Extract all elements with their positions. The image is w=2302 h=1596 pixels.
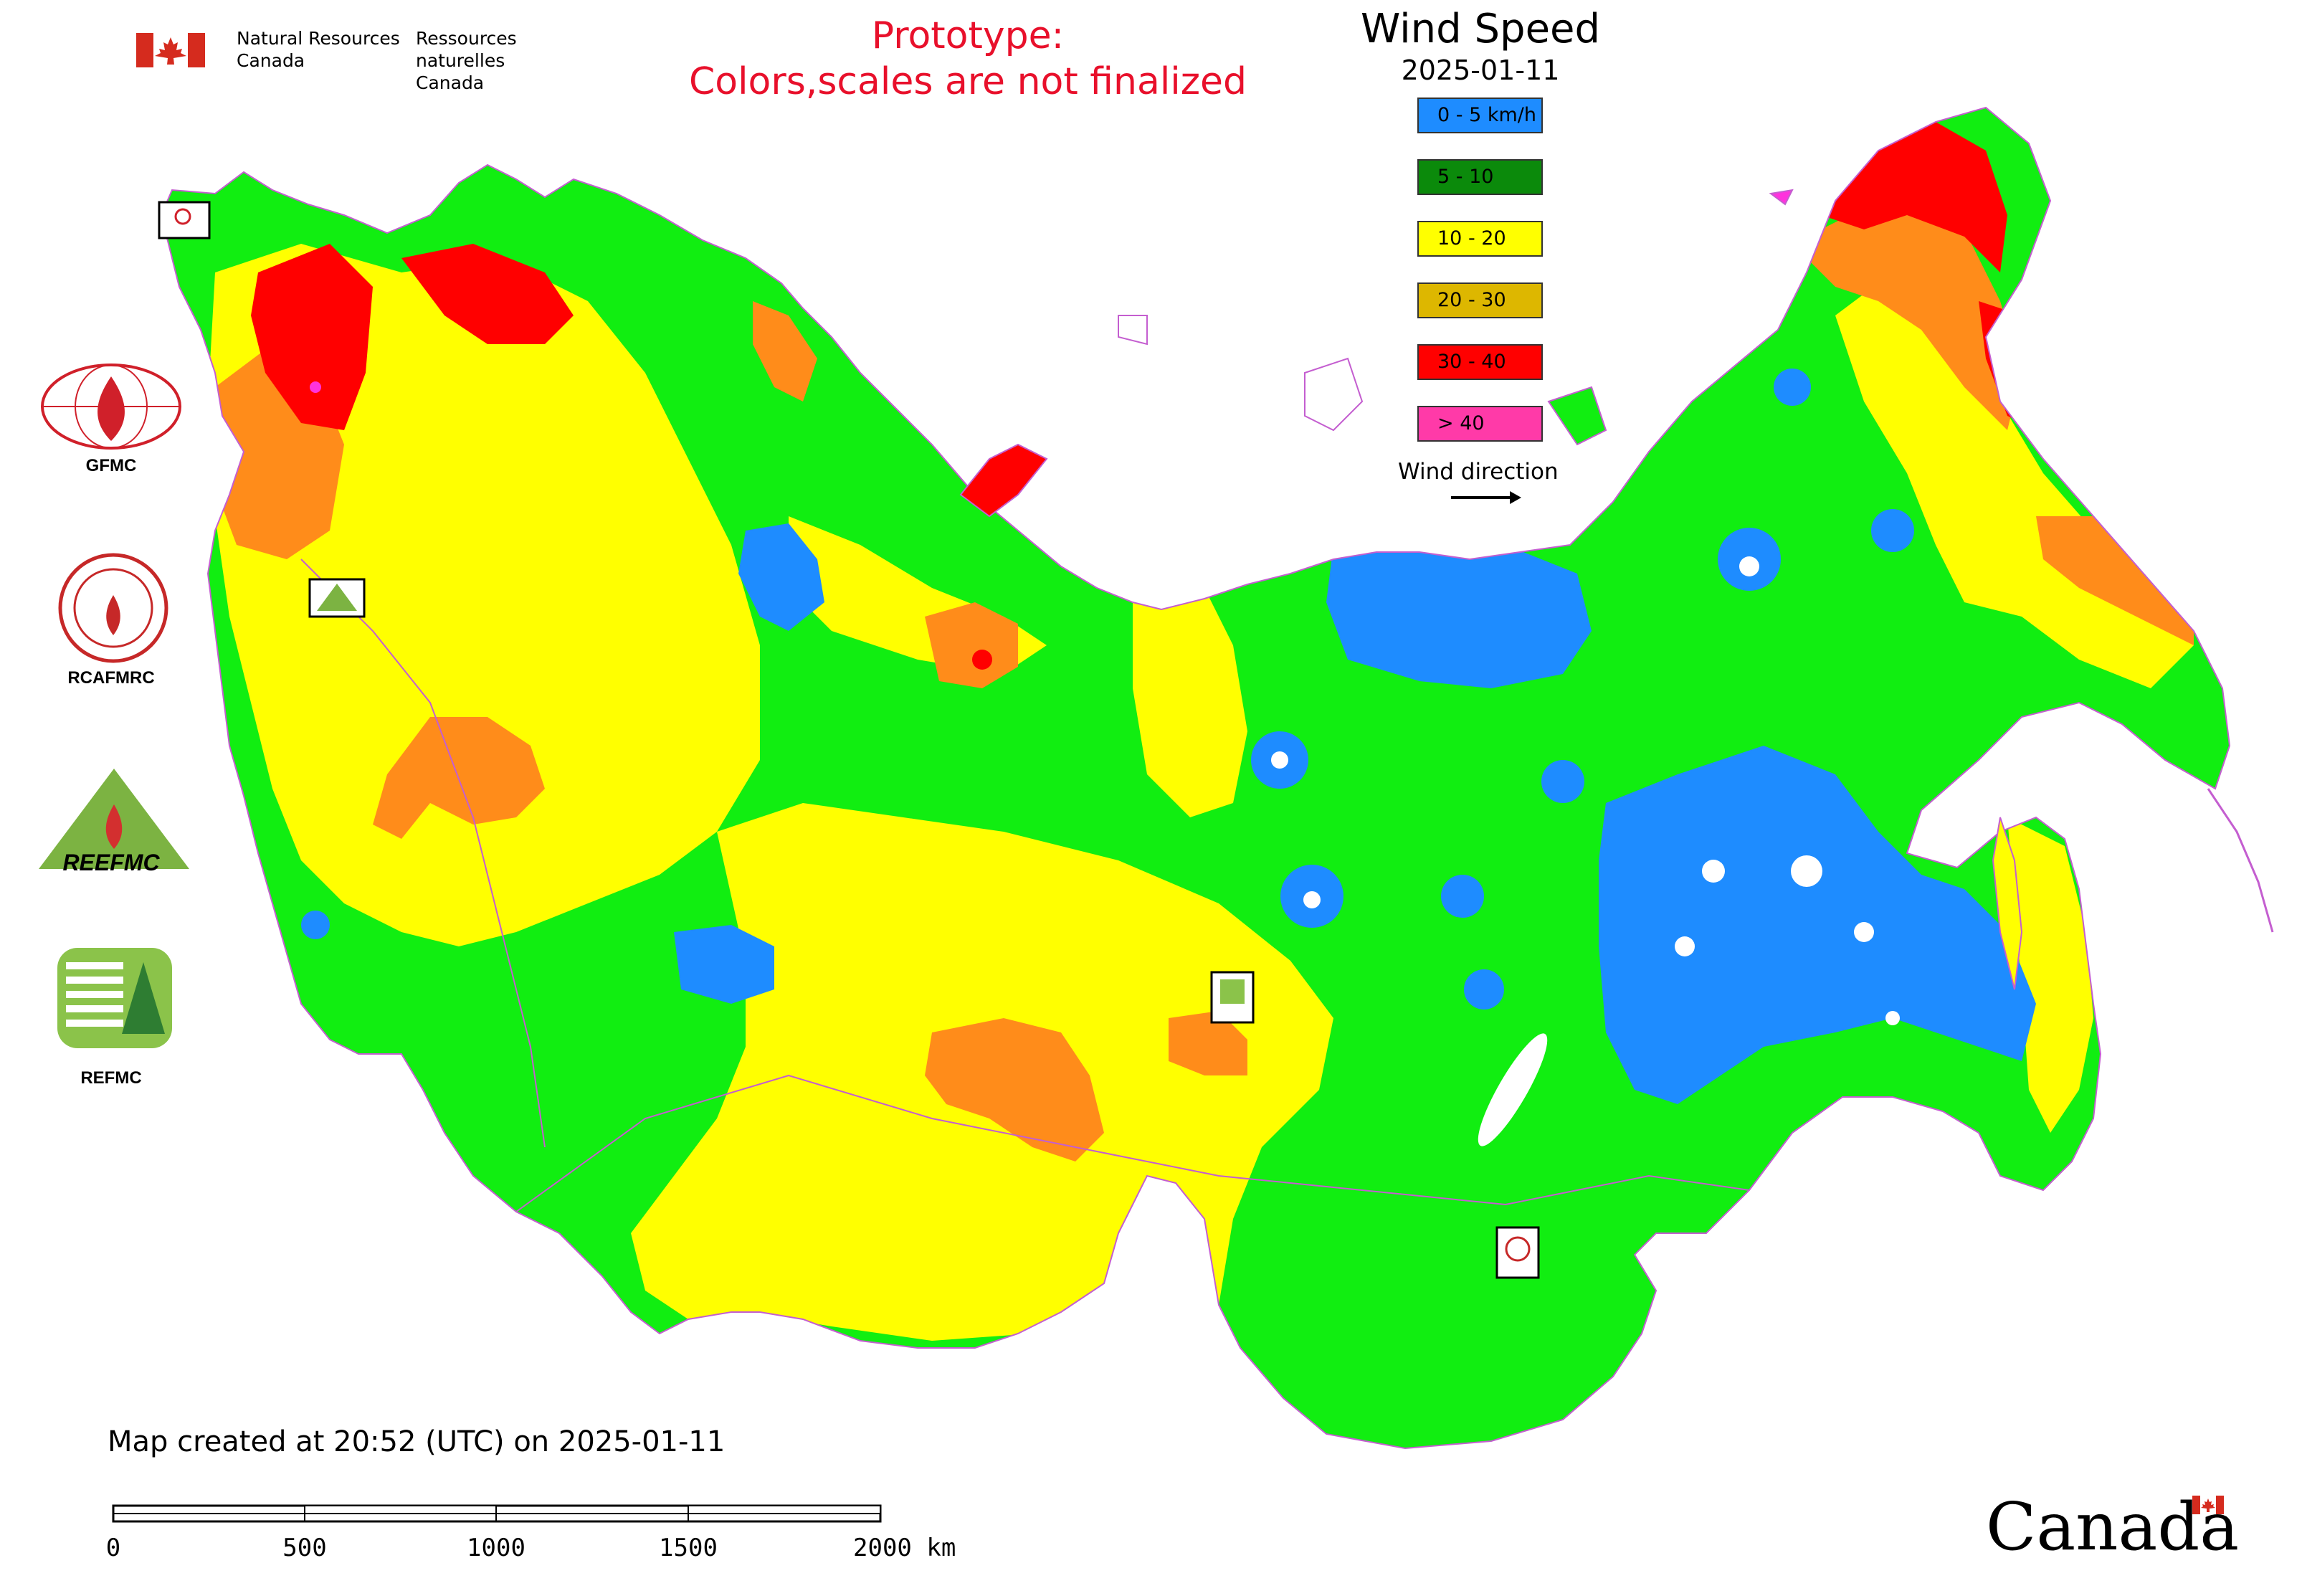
reefmc-logo-icon [39, 769, 189, 869]
gfmc-caption: GFMC [85, 456, 137, 475]
island-kurils [2207, 788, 2274, 933]
prototype-notice-line-2: Colors,scales are not finalized [688, 60, 1247, 103]
legend-title: Wind Speed [1360, 6, 1601, 52]
zone-0-5-spot-4 [1464, 969, 1504, 1010]
legend-item-gt40: > 40 [1417, 406, 1543, 442]
zone-0-5-spot-6 [1774, 369, 1811, 406]
legend-item-20-30: 20 - 30 [1417, 282, 1543, 318]
zone-20-30-yamal [925, 602, 1018, 688]
marker-reefmc[interactable] [308, 578, 366, 618]
refmc-logo-icon [57, 948, 172, 1048]
legend-item-5-10: 5 - 10 [1417, 159, 1543, 195]
canada-wordmark: Canada [1986, 1491, 2239, 1563]
zone-20-30-central [1169, 1011, 1247, 1075]
scale-tick-500: 500 [282, 1534, 326, 1562]
legend-item-10-20: 10 - 20 [1417, 221, 1543, 257]
zone-0-5-spot-7 [1871, 509, 1914, 552]
lake-spot-8 [1271, 751, 1288, 769]
coastline [160, 106, 2231, 1450]
lake-spot-6 [1675, 936, 1695, 956]
zone-0-5-spot-3 [1441, 875, 1484, 918]
zone-20-30-ural [925, 1018, 1104, 1162]
gfmc-logo-icon [41, 364, 181, 450]
island-severnaya [1304, 357, 1364, 432]
canada-flag-icon [136, 33, 205, 67]
zone-0-5-pechora [738, 523, 824, 631]
scale-tick-1000: 1000 [467, 1534, 525, 1562]
prototype-notice: Prototype: Colors,scales are not finaliz… [645, 13, 1290, 105]
lake-baikal [1478, 1033, 1548, 1146]
wind-direction-label: Wind direction [1398, 459, 1559, 485]
country-border-west [300, 559, 546, 1148]
canada-wordmark-flag-icon [2192, 1496, 2224, 1514]
lake-spot-3 [1702, 860, 1725, 883]
marker-rcafmrc[interactable] [1495, 1226, 1540, 1279]
zone-0-5-khanty [674, 925, 774, 1004]
lake-spot-4 [1791, 855, 1822, 887]
nrcan-signature: Natural Resources Canada Ressources natu… [136, 27, 602, 93]
lake-spot-7 [1885, 1011, 1900, 1025]
lake-spot-1 [1739, 556, 1759, 576]
scale-tick-1500: 1500 [659, 1534, 718, 1562]
lake-spot-5 [1854, 922, 1874, 942]
rcafmrc-logo-icon [58, 553, 168, 663]
marker-refmc[interactable] [1210, 971, 1255, 1024]
nrcan-name-french: Ressources naturelles Canada [416, 28, 517, 93]
island-novaya-zemlya [959, 443, 1048, 518]
zone-gt40-kola [972, 650, 992, 670]
prototype-notice-line-1: Prototype: [871, 14, 1065, 57]
country-border-south [515, 1074, 1750, 1212]
zone-10-20-taymyr [1133, 588, 1247, 817]
scale-tick-0: 0 [108, 1534, 120, 1562]
refmc-caption: REFMC [80, 1068, 142, 1088]
scale-tick-2000: 2000 km [853, 1534, 956, 1562]
zone-20-30-chukotka [1792, 201, 2022, 430]
rcafmrc-caption: RCAFMRC [67, 668, 155, 688]
zone-0-5-spot-9 [1541, 760, 1584, 803]
zone-gt40-scand [310, 381, 321, 393]
legend-date: 2025-01-11 [1401, 54, 1560, 86]
island-svalbard-fragments [1118, 315, 1148, 346]
island-wrangel [1769, 189, 1794, 206]
zone-0-5-spot-8 [301, 911, 330, 939]
nrcan-name-english: Natural Resources Canada [237, 28, 400, 71]
scale-bar: 0 500 1000 1500 2000 km [108, 1504, 956, 1562]
island-sakhalin [1992, 817, 2023, 990]
zone-30-40-scand [251, 244, 373, 430]
zone-20-30-kola [753, 301, 817, 402]
zone-20-30-kamchatka [2036, 516, 2194, 645]
zone-gt40-magadan [2022, 344, 2050, 373]
zone-0-5-taymyr [1326, 531, 1592, 688]
map-created-timestamp: Map created at 20:52 (UTC) on 2025-01-11 [108, 1425, 726, 1458]
island-novosib [1547, 386, 1607, 446]
lake-spot-2 [1303, 891, 1321, 908]
wind-direction-arrow-icon [1451, 491, 1521, 504]
zone-0-5-east [1599, 746, 2036, 1104]
zone-30-40-kola [401, 244, 574, 344]
legend-item-0-5: 0 - 5 km/h [1417, 98, 1543, 133]
legend-item-30-40: 30 - 40 [1417, 344, 1543, 380]
zone-10-20-sakhalin [2007, 817, 2093, 1133]
marker-gfmc[interactable] [158, 201, 211, 239]
reefmc-caption: REEFMC [62, 850, 160, 875]
